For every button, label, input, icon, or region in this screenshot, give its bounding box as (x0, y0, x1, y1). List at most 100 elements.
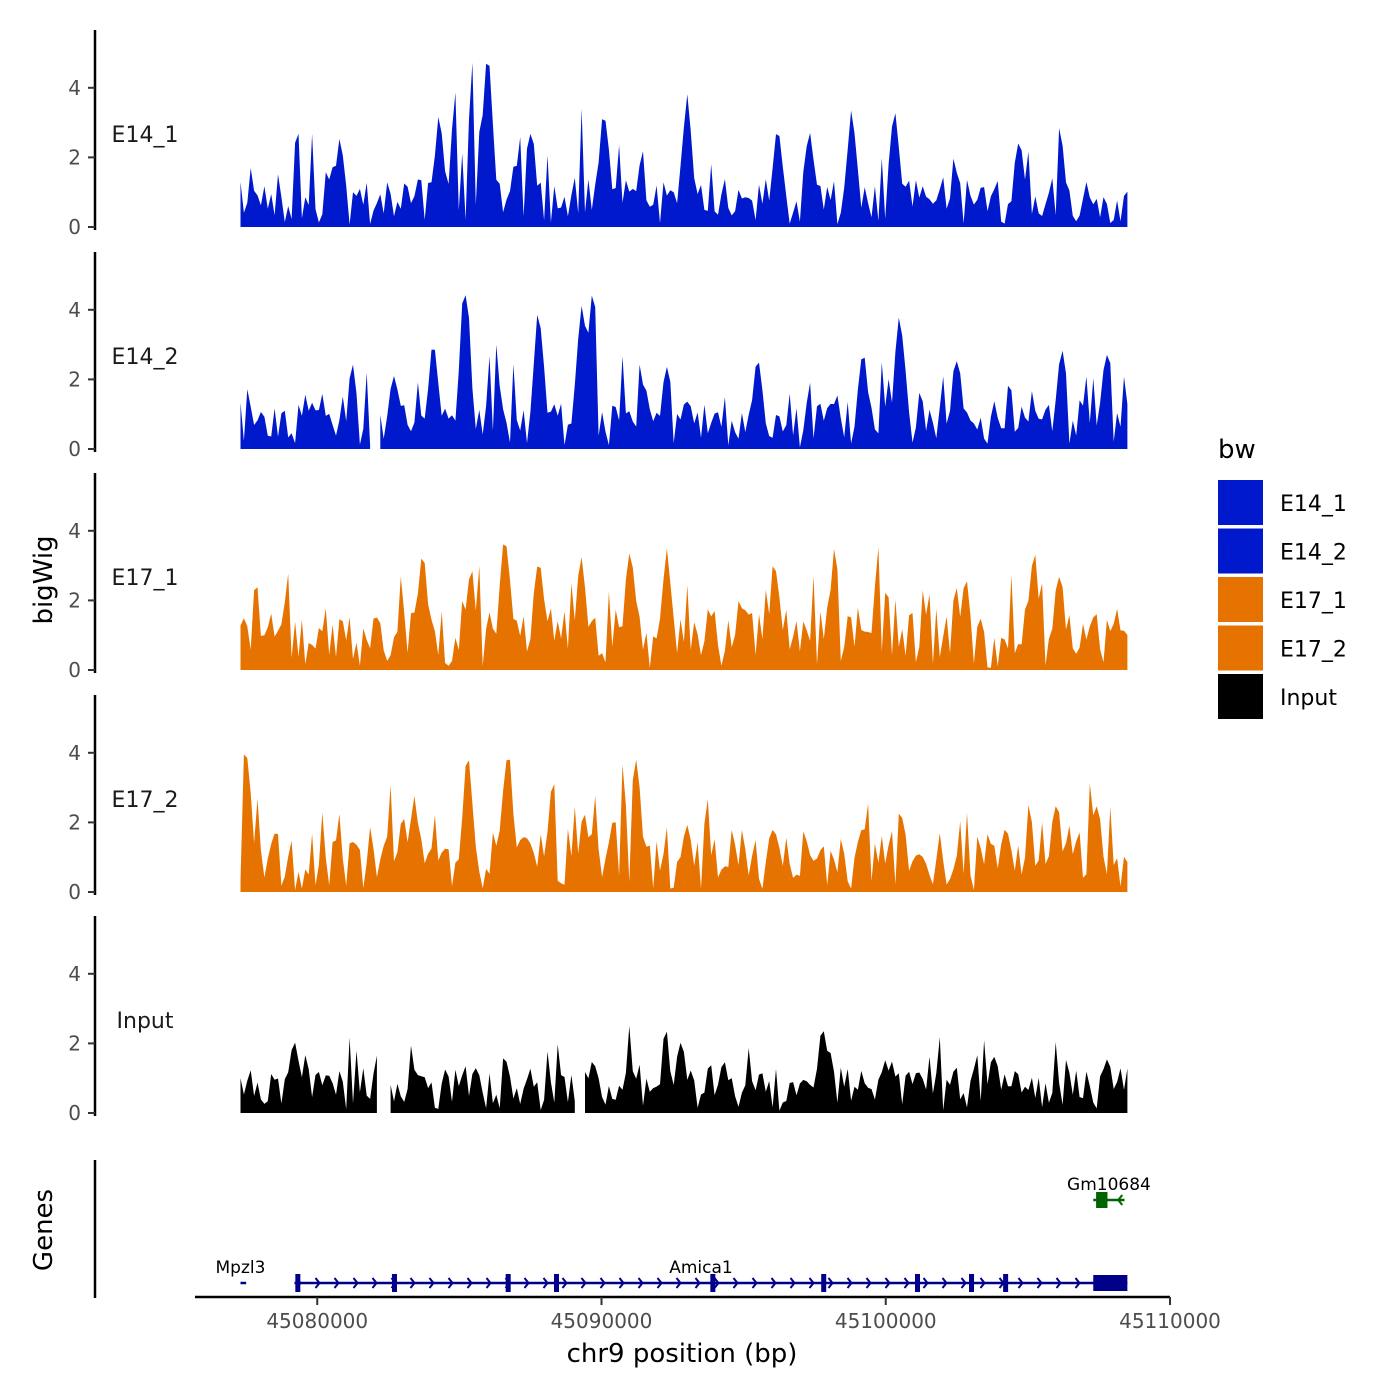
legend-label-E14_1: E14_1 (1280, 492, 1347, 517)
legend-title: bw (1218, 435, 1256, 465)
y-tick-label: 2 (68, 145, 81, 169)
strand-chevron (1074, 1277, 1081, 1289)
y-tick-label: 0 (68, 437, 81, 461)
strand-chevron (333, 1277, 340, 1289)
strand-chevron (770, 1277, 777, 1289)
y-tick-label: 4 (68, 962, 81, 986)
y-tick-label: 2 (68, 810, 81, 834)
y-tick-label: 4 (68, 76, 81, 100)
strand-chevron (827, 1277, 834, 1289)
gene-Amica1: Amica1 (294, 1258, 1128, 1292)
x-axis-title: chr9 position (bp) (567, 1339, 798, 1369)
gene-exon (821, 1274, 827, 1292)
track-E17_2: 0 2 4 E17_2 (68, 695, 1128, 904)
strand-chevron (751, 1277, 758, 1289)
y-tick-label: 4 (68, 741, 81, 765)
strand-chevron (732, 1277, 739, 1289)
signal-area (240, 544, 1128, 670)
gene-exon (391, 1274, 397, 1292)
gene-exon (1003, 1274, 1009, 1292)
y-axis-title: bigWig (29, 535, 59, 624)
strand-chevron (713, 1277, 720, 1289)
legend: bw E14_1 E14_2 E17_1 E17_2 Input (1218, 435, 1347, 719)
signal-area (380, 295, 1128, 449)
gene-exon (554, 1274, 560, 1292)
track-Input: 0 2 4 Input (68, 916, 1128, 1125)
gene-Mpzl3: Mpzl3 (216, 1258, 266, 1285)
strand-chevron (941, 1277, 948, 1289)
strand-chevron (409, 1277, 416, 1289)
y-tick-label: 4 (68, 519, 81, 543)
strand-chevron (561, 1277, 568, 1289)
gene-label: Amica1 (669, 1258, 733, 1278)
track-label-E17_2: E17_2 (112, 788, 179, 813)
strand-chevron (1017, 1277, 1024, 1289)
x-tick-label: 45080000 (266, 1309, 368, 1333)
gene-exon (969, 1274, 975, 1292)
strand-chevron (428, 1277, 435, 1289)
strand-chevron (903, 1277, 910, 1289)
strand-chevron (447, 1277, 454, 1289)
legend-label-Input: Input (1280, 686, 1337, 711)
y-tick-label: 2 (68, 1031, 81, 1055)
tracks-group: 0 2 4 E14_1 0 2 4 E14_2 0 2 4 E17_1 0 2 4 E17_2 0 2 4 Input (68, 30, 1128, 1125)
legend-swatch-E14_1 (1218, 480, 1263, 525)
y-tick-label: 2 (68, 367, 81, 391)
strand-chevron (1036, 1277, 1043, 1289)
strand-chevron (884, 1277, 891, 1289)
legend-label-E17_2: E17_2 (1280, 638, 1347, 663)
track-E14_2: 0 2 4 E14_2 (68, 252, 1128, 461)
strand-chevron (580, 1277, 587, 1289)
track-label-E14_1: E14_1 (112, 123, 179, 148)
strand-chevron (618, 1277, 625, 1289)
signal-area (585, 1026, 1128, 1113)
strand-chevron (1055, 1277, 1062, 1289)
strand-chevron (371, 1277, 378, 1289)
x-tick-label: 45100000 (835, 1309, 937, 1333)
strand-chevron (466, 1277, 473, 1289)
signal-area (240, 62, 1128, 227)
strand-chevron (542, 1277, 549, 1289)
signal-area (390, 1044, 575, 1113)
strand-chevron (922, 1277, 929, 1289)
gene-Gm10684: Gm10684 (1067, 1175, 1151, 1208)
y-tick-label: 0 (68, 658, 81, 682)
signal-area (240, 754, 1128, 892)
y-tick-label: 0 (68, 1101, 81, 1125)
track-E17_1: 0 2 4 E17_1 (68, 473, 1128, 682)
x-axis: 45080000 45090000 45100000 45110000 (195, 1295, 1221, 1333)
strand-chevron (979, 1277, 986, 1289)
genes-group: Mpzl3 Amica1 Gm10684 (93, 1160, 1151, 1298)
track-label-Input: Input (117, 1009, 174, 1034)
y-tick-label: 0 (68, 880, 81, 904)
strand-chevron (675, 1277, 682, 1289)
strand-chevron (314, 1277, 321, 1289)
gene-exon (295, 1274, 301, 1292)
legend-swatch-E17_1 (1218, 577, 1263, 622)
strand-chevron (656, 1277, 663, 1289)
track-label-E14_2: E14_2 (112, 345, 179, 370)
gene-label: Gm10684 (1067, 1175, 1151, 1195)
strand-chevron (485, 1277, 492, 1289)
signal-area (240, 1037, 377, 1113)
gene-block (1093, 1275, 1128, 1291)
genes-axis-title: Genes (29, 1189, 59, 1271)
x-tick-label: 45110000 (1119, 1309, 1221, 1333)
strand-chevron (846, 1277, 853, 1289)
gene-exon (710, 1274, 716, 1292)
legend-swatch-Input (1218, 674, 1263, 719)
track-label-E17_1: E17_1 (112, 566, 179, 591)
y-tick-label: 0 (68, 215, 81, 239)
strand-chevron (960, 1277, 967, 1289)
y-tick-label: 4 (68, 298, 81, 322)
gene-exon (505, 1274, 511, 1292)
legend-swatch-E14_2 (1218, 528, 1263, 574)
strand-chevron (808, 1277, 815, 1289)
legend-swatch-E17_2 (1218, 625, 1263, 671)
strand-chevron (865, 1277, 872, 1289)
gene-label: Mpzl3 (216, 1258, 266, 1278)
strand-chevron (523, 1277, 530, 1289)
signal-area (240, 364, 371, 449)
x-tick-label: 45090000 (551, 1309, 653, 1333)
